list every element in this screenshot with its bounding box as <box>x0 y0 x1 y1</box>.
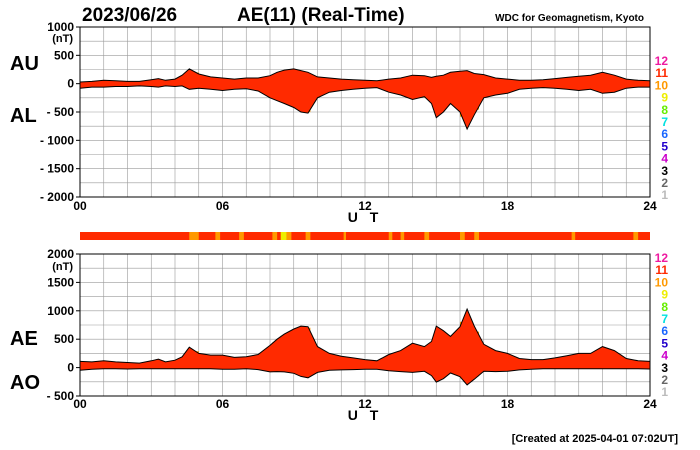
station-strip-band <box>305 232 311 240</box>
station-legend-item: 11 <box>655 66 668 80</box>
station-strip-band <box>571 232 576 240</box>
ae-ao-x-ticks: 00 06 12 18 24 <box>73 397 657 411</box>
station-legend-item: 6 <box>661 127 668 141</box>
x-tick-label: 00 <box>73 397 87 411</box>
ae-ao-unit: (nT) <box>52 261 73 273</box>
x-tick-label: 00 <box>73 199 87 213</box>
created-timestamp: [Created at 2025-04-01 07:02UT] <box>512 433 679 445</box>
x-tick-label: 06 <box>216 397 230 411</box>
x-tick-label: 18 <box>501 397 515 411</box>
station-legend-item: 11 <box>655 263 668 277</box>
au-al-x-ticks: 00 06 12 18 24 <box>73 199 657 213</box>
station-legend-item: 4 <box>661 349 668 363</box>
station-legend-item: 9 <box>661 91 668 105</box>
station-strip-band <box>215 232 221 240</box>
au-al-unit: (nT) <box>52 33 73 45</box>
station-strip-band <box>189 232 199 240</box>
ao-label: AO <box>10 372 40 394</box>
y-tick-label: 500 <box>54 332 74 346</box>
al-label: AL <box>10 105 37 127</box>
y-tick-label: - 500 <box>47 105 75 119</box>
station-strip-band <box>388 232 393 240</box>
x-tick-label: 24 <box>643 199 657 213</box>
y-tick-label: 0 <box>67 361 74 375</box>
x-tick-label: 12 <box>358 199 372 213</box>
ae-label: AE <box>10 328 38 350</box>
station-strip-band <box>633 232 639 240</box>
x-tick-label: 12 <box>358 397 372 411</box>
au-label: AU <box>10 53 39 75</box>
station-strip-band <box>239 232 244 240</box>
station-legend-item: 1 <box>661 188 668 202</box>
plot-title: AE(11) (Real-Time) <box>237 5 405 26</box>
ae-ao-area <box>80 309 650 385</box>
station-strip-band <box>280 232 287 240</box>
station-legend-item: 8 <box>661 103 668 117</box>
station-legend-item: 1 <box>661 385 668 399</box>
au-al-y-ticks: 1000 500 0 - 500 - 1000 - 1500 - 2000 <box>40 20 80 204</box>
station-legend-item: 5 <box>661 139 668 153</box>
station-legend-item: 6 <box>661 324 668 338</box>
station-legend-item: 12 <box>655 54 669 68</box>
station-legend-item: 2 <box>661 373 668 387</box>
au-line <box>79 68 651 83</box>
station-legend-item: 2 <box>661 176 668 190</box>
y-tick-label: - 500 <box>47 389 75 403</box>
station-strip <box>80 232 650 240</box>
x-tick-label: 18 <box>501 199 515 213</box>
station-strip-band <box>424 232 430 240</box>
station-legend-item: 8 <box>661 300 668 314</box>
station-strip-bands <box>189 232 639 240</box>
au-al-area <box>80 68 650 129</box>
plot-date: 2023/06/26 <box>82 5 177 26</box>
station-legend-item: 3 <box>661 164 668 178</box>
y-tick-label: 500 <box>54 48 74 62</box>
station-strip-band <box>343 232 346 240</box>
station-strip-band <box>286 232 292 240</box>
station-legend-item: 12 <box>655 251 669 265</box>
ae-ao-grid <box>79 253 651 397</box>
station-legend-item: 10 <box>655 78 669 92</box>
station-strip-band <box>272 232 278 240</box>
ae-ao-x-label: U T <box>348 407 383 423</box>
station-strip-base <box>80 232 650 240</box>
ae-line <box>79 307 651 364</box>
station-legend-item: 10 <box>655 275 669 289</box>
institution-label: WDC for Geomagnetism, Kyoto <box>495 13 644 24</box>
station-strip-band <box>400 232 405 240</box>
au-al-x-label: U T <box>348 209 383 225</box>
y-tick-label: 0 <box>67 77 74 91</box>
ae-ao-panel: 2000 1500 1000 500 0 - 500 (nT) 00 06 12 18 24 U … <box>10 247 657 423</box>
station-legend-item: 4 <box>661 152 668 166</box>
au-al-grid <box>79 26 651 198</box>
station-legend-item: 7 <box>661 312 668 326</box>
y-tick-label: 1500 <box>47 275 74 289</box>
station-legend-item: 3 <box>661 361 668 375</box>
y-tick-label: 1000 <box>47 20 74 34</box>
station-legend-item: 9 <box>661 288 668 302</box>
x-tick-label: 06 <box>216 199 230 213</box>
al-line <box>79 85 650 131</box>
ae-ao-y-ticks: 2000 1500 1000 500 0 - 500 <box>47 247 80 403</box>
y-tick-label: 1000 <box>47 304 74 318</box>
ao-line <box>79 368 651 386</box>
y-tick-label: - 2000 <box>40 190 74 204</box>
y-tick-label: - 1500 <box>40 162 74 176</box>
x-tick-label: 24 <box>643 397 657 411</box>
station-strip-band <box>474 232 479 240</box>
station-legend-item: 7 <box>661 115 668 129</box>
station-strip-band <box>460 232 465 240</box>
station-legend-item: 5 <box>661 336 668 350</box>
y-tick-label: 2000 <box>47 247 74 261</box>
y-tick-label: - 1000 <box>40 133 74 147</box>
ae-ao-frame <box>79 253 651 397</box>
